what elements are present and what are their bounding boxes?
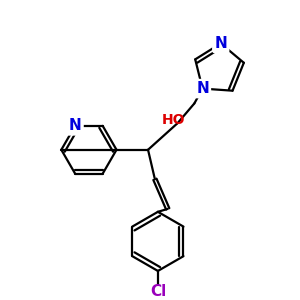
Text: N: N	[69, 118, 82, 134]
Text: HO: HO	[162, 113, 185, 127]
Text: N: N	[196, 81, 209, 96]
Text: N: N	[214, 36, 227, 51]
Text: Cl: Cl	[150, 284, 166, 299]
